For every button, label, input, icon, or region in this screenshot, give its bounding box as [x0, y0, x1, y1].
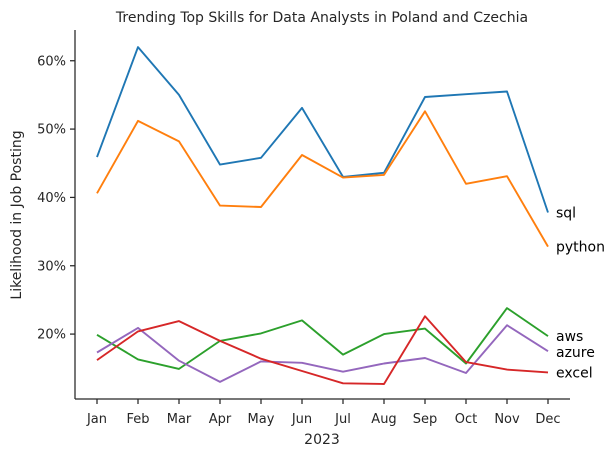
x-tick-label: Oct	[455, 412, 477, 427]
y-tick-label: 30%	[37, 259, 66, 274]
x-ticks: Jan Feb Mar Apr May Jun Jul Aug Sep Oct Nov Dec	[86, 399, 561, 427]
x-tick-label: Sep	[413, 412, 438, 427]
x-tick-label: Mar	[167, 412, 192, 427]
x-tick-label: Jul	[334, 412, 351, 427]
axes	[74, 30, 570, 400]
series-line-excel	[96, 315, 549, 385]
y-tick-label: 40%	[37, 191, 66, 206]
series-layer	[96, 46, 549, 385]
x-axis-label: 2023	[304, 432, 340, 448]
x-tick-label: Dec	[535, 412, 560, 427]
end-label-excel: excel	[556, 365, 593, 381]
end-label-azure: azure	[556, 345, 595, 361]
end-label-python: python	[556, 240, 605, 256]
end-label-aws: aws	[556, 329, 583, 345]
x-tick-label: Nov	[494, 412, 520, 427]
chart-title: Trending Top Skills for Data Analysts in…	[115, 10, 528, 26]
x-tick-label: Aug	[371, 412, 396, 427]
x-tick-label: May	[248, 412, 275, 427]
end-label-sql: sql	[556, 205, 576, 221]
x-tick-label: Feb	[126, 412, 149, 427]
x-tick-label: Jan	[86, 412, 107, 427]
y-ticks: 20% 30% 40% 50% 60%	[37, 54, 75, 343]
series-line-aws	[96, 307, 549, 370]
series-line-python	[96, 110, 549, 248]
x-tick-label: Apr	[209, 412, 232, 427]
y-tick-label: 20%	[37, 328, 66, 343]
x-tick-label: Jun	[291, 412, 312, 427]
y-tick-label: 60%	[37, 54, 66, 69]
series-line-sql	[96, 46, 549, 213]
y-tick-label: 50%	[37, 123, 66, 138]
y-axis-label: Likelihood in Job Posting	[9, 130, 25, 299]
series-line-azure	[96, 324, 549, 383]
